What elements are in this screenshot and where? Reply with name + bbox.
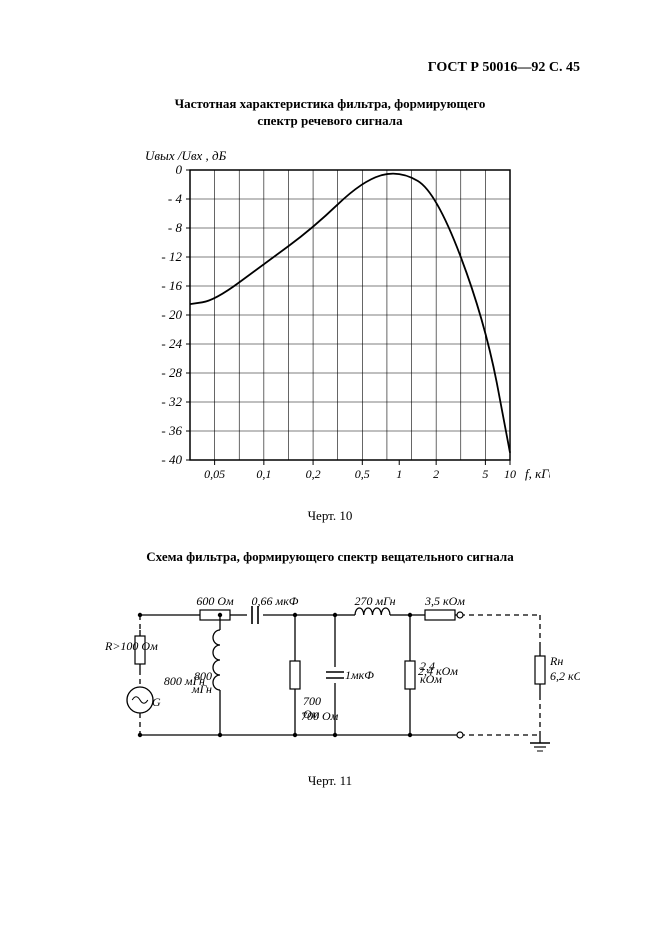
svg-text:Rн: Rн	[549, 654, 563, 668]
circuit-title: Схема фильтра, формирующего спектр вещат…	[60, 549, 600, 565]
svg-text:Ом: Ом	[303, 707, 320, 721]
chart-title-line1: Частотная характеристика фильтра, формир…	[175, 96, 486, 111]
svg-text:- 8: - 8	[168, 220, 183, 235]
svg-text:Uвых /Uвх , дБ: Uвых /Uвх , дБ	[145, 148, 227, 163]
svg-text:- 28: - 28	[161, 365, 182, 380]
svg-text:- 24: - 24	[161, 336, 182, 351]
svg-text:1: 1	[396, 467, 402, 481]
svg-text:- 16: - 16	[161, 278, 182, 293]
svg-text:270 мГн: 270 мГн	[354, 594, 395, 608]
svg-text:0,5: 0,5	[355, 467, 370, 481]
svg-text:R>100 Oм: R>100 Oм	[104, 639, 158, 653]
svg-text:5: 5	[482, 467, 488, 481]
frequency-response-chart: 0 - 4 - 8 - 12 - 16 - 20 - 24 - 28 - 32 - 36 - 40 U…	[110, 140, 550, 500]
circuit-figure-label: Черт. 11	[60, 773, 600, 789]
svg-text:2: 2	[433, 467, 439, 481]
svg-text:G: G	[152, 695, 161, 709]
svg-text:мГн: мГн	[191, 682, 212, 696]
svg-text:6,2 кОм: 6,2 кОм	[550, 669, 580, 683]
chart-figure-label: Черт. 10	[60, 508, 600, 524]
svg-text:кОм: кОм	[420, 672, 442, 686]
page-header: ГОСТ Р 50016—92 С. 45	[60, 60, 600, 76]
svg-text:700: 700	[303, 694, 321, 708]
svg-text:600 Oм: 600 Oм	[196, 594, 234, 608]
svg-text:0,66 мкФ: 0,66 мкФ	[252, 594, 299, 608]
filter-schematic: 600 Oм 0,66 мкФ 270 мГн 3,5 кОм R>100 Oм G 800…	[80, 575, 580, 765]
svg-text:0,05: 0,05	[204, 467, 225, 481]
svg-text:0,1: 0,1	[256, 467, 271, 481]
svg-text:- 40: - 40	[161, 452, 182, 467]
chart-title: Частотная характеристика фильтра, формир…	[60, 96, 600, 130]
svg-text:10: 10	[504, 467, 516, 481]
svg-text:800: 800	[194, 669, 212, 683]
svg-text:- 12: - 12	[161, 249, 182, 264]
svg-text:- 20: - 20	[161, 307, 182, 322]
svg-text:1мкФ: 1мкФ	[345, 668, 374, 682]
svg-text:f, кГц: f, кГц	[525, 466, 550, 481]
svg-text:0: 0	[176, 162, 183, 177]
svg-text:- 32: - 32	[161, 394, 182, 409]
chart-title-line2: спектр речевого сигнала	[257, 113, 402, 128]
svg-text:0,2: 0,2	[306, 467, 321, 481]
svg-text:- 36: - 36	[161, 423, 182, 438]
svg-text:3,5 кОм: 3,5 кОм	[424, 594, 465, 608]
svg-text:2,4: 2,4	[420, 659, 435, 673]
svg-text:- 4: - 4	[168, 191, 183, 206]
